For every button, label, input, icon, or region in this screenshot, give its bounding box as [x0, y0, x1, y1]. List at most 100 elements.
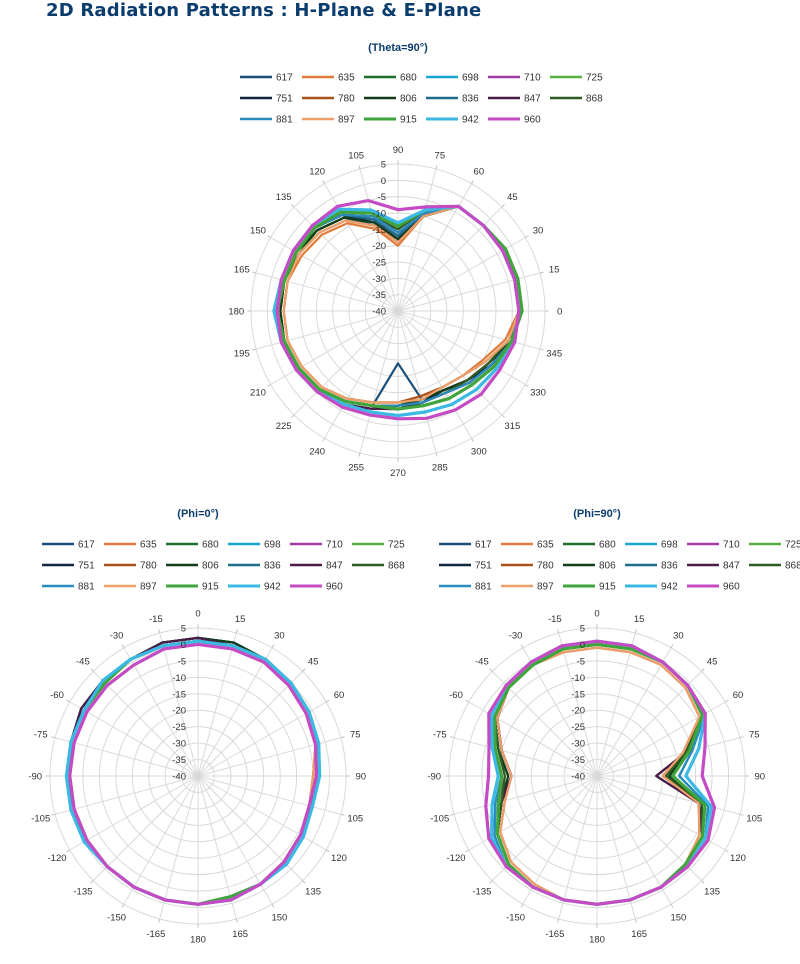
grid-spoke [596, 647, 672, 777]
legend-label: 725 [586, 73, 603, 84]
radial-tick-label: -15 [571, 689, 585, 700]
angle-tick-label: 60 [334, 690, 345, 701]
angle-tick-mark [322, 180, 325, 184]
angle-tick-mark [539, 271, 544, 274]
legend-label: 897 [537, 582, 554, 593]
legend-label: 635 [140, 540, 157, 551]
legend-item-phi90-847: 847 [687, 561, 740, 572]
angle-tick-mark [471, 438, 474, 442]
radial-tick-label: -30 [372, 274, 386, 285]
angle-tick-label: 120 [331, 853, 347, 864]
angle-tick-label: 210 [250, 387, 266, 398]
polar-chart-phi0: (Phi=0°) 617 635 680 698 710 725 751 780 806 836 84… [28, 508, 405, 945]
grid-spoke [270, 237, 399, 312]
legend-label: 751 [475, 561, 492, 572]
angle-tick-label: -135 [472, 887, 491, 898]
legend-item-phi90-881: 881 [439, 582, 492, 593]
legend-item-theta90-680: 680 [364, 73, 417, 84]
legend-label: 915 [202, 582, 219, 593]
angle-tick-label: 120 [309, 166, 325, 177]
grid-spoke [270, 310, 399, 385]
legend-label: 868 [388, 561, 405, 572]
legend-item-phi0-881: 881 [42, 582, 95, 593]
legend-label: 960 [326, 582, 343, 593]
radial-tick-label: -25 [571, 722, 585, 733]
radial-tick-label: -10 [172, 673, 186, 684]
legend-label: 847 [326, 561, 343, 572]
angle-tick-label: 330 [530, 387, 546, 398]
legend-item-theta90-725: 725 [550, 73, 603, 84]
legend-item-phi0-942: 942 [228, 582, 281, 593]
angle-tick-label: 45 [308, 656, 319, 667]
grid-spoke [453, 737, 598, 777]
grid-spoke [397, 310, 526, 385]
radial-tick-label: -5 [577, 656, 585, 667]
angle-tick-mark [450, 736, 455, 739]
radial-tick-label: 0 [381, 176, 386, 187]
legend-label: 897 [338, 115, 355, 126]
angle-tick-label: 180 [228, 307, 244, 318]
legend-label: 710 [723, 540, 740, 551]
legend-label: 680 [599, 540, 616, 551]
angle-tick-mark [525, 235, 529, 238]
angle-tick-label: 135 [305, 887, 321, 898]
angle-tick-label: -150 [107, 912, 126, 923]
radial-tick-label: -35 [571, 755, 585, 766]
angle-tick-mark [291, 414, 295, 418]
angle-tick-label: -120 [447, 853, 466, 864]
legend-label: 915 [599, 582, 616, 593]
grid-spoke [596, 775, 741, 815]
grid-spoke [54, 737, 199, 777]
grid-spoke [596, 737, 741, 777]
angle-tick-label: 30 [533, 226, 544, 237]
angle-tick-labels-theta90: 9075604530150345330315300285270255240225… [228, 145, 562, 479]
angle-tick-label: 180 [190, 934, 206, 945]
angle-tick-label: 15 [549, 265, 560, 276]
angle-tick-label: -15 [149, 614, 163, 625]
legend-item-phi90-698: 698 [625, 540, 678, 551]
angle-tick-mark [489, 880, 493, 884]
legend-item-phi0-725: 725 [352, 540, 405, 551]
grid-spoke [69, 701, 199, 777]
legend-label: 868 [785, 561, 800, 572]
legend-item-theta90-960: 960 [488, 115, 541, 126]
radial-tick-label: -40 [372, 307, 386, 318]
angle-tick-mark [90, 668, 94, 672]
angle-tick-label: 120 [730, 853, 746, 864]
legend-item-theta90-897: 897 [302, 115, 355, 126]
angle-tick-mark [465, 849, 470, 853]
legend-item-phi90-751: 751 [439, 561, 492, 572]
legend-item-phi0-780: 780 [104, 561, 157, 572]
series-line-phi90-960 [484, 639, 717, 906]
legend-item-phi90-960: 960 [687, 582, 740, 593]
legend-item-phi0-635: 635 [104, 540, 157, 551]
legend-label: 836 [462, 94, 479, 105]
angle-tick-label: 180 [589, 934, 605, 945]
legend-label: 881 [475, 582, 492, 593]
grid-spoke [197, 632, 237, 777]
grid-spoke [324, 310, 399, 439]
legend-label: 698 [661, 540, 678, 551]
angle-tick-label: 45 [507, 192, 518, 203]
legend-item-theta90-617: 617 [240, 73, 293, 84]
legend-label: 847 [723, 561, 740, 572]
radial-tick-labels-theta90: 5 0 -5 -10 -15 -20 -25 -30 -35 -40 [372, 160, 386, 318]
angle-tick-label: -30 [509, 631, 523, 642]
grid-spoke [197, 775, 342, 815]
angle-tick-mark [471, 180, 474, 184]
grid-spoke [596, 670, 703, 777]
angle-tick-mark [450, 813, 455, 816]
legend-label: 897 [140, 582, 157, 593]
radial-tick-label: -5 [178, 656, 186, 667]
angle-tick-mark [340, 736, 345, 739]
series-line-phi0-960 [68, 642, 318, 906]
radial-tick-label: 0 [580, 640, 585, 651]
legend-label: 635 [537, 540, 554, 551]
grid-spoke [558, 775, 598, 920]
angle-tick-label: -45 [475, 656, 489, 667]
legend-item-phi90-868: 868 [749, 561, 800, 572]
angle-tick-label: 90 [755, 772, 766, 783]
angle-tick-label: 300 [471, 447, 487, 458]
radial-tick-label: -35 [172, 755, 186, 766]
angle-tick-label: -15 [548, 614, 562, 625]
